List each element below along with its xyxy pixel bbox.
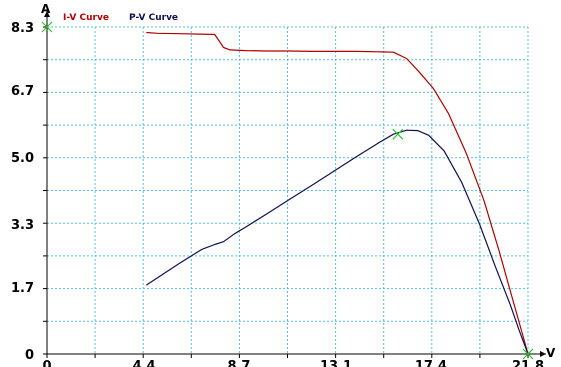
grid-lines bbox=[47, 26, 529, 354]
tick-marks bbox=[43, 26, 529, 358]
x-tick-label: 17.4 bbox=[415, 359, 447, 367]
y-axis-unit-label: A bbox=[41, 2, 51, 16]
axes bbox=[44, 11, 546, 357]
x-axis-unit-label: V bbox=[546, 346, 556, 360]
y-tick-label: 5.0 bbox=[11, 151, 34, 166]
iv-curve-line bbox=[146, 31, 529, 355]
legend-pv-curve: P-V Curve bbox=[129, 13, 178, 23]
x-marker bbox=[522, 348, 534, 360]
point-markers bbox=[41, 21, 534, 360]
x-marker bbox=[392, 128, 404, 140]
legend-iv-curve: I-V Curve bbox=[63, 13, 109, 23]
y-tick-label: 0 bbox=[25, 348, 34, 363]
y-tick-label: 3.3 bbox=[11, 218, 34, 233]
x-tick-label: 0 bbox=[42, 359, 51, 367]
pv-curve-line bbox=[145, 129, 529, 355]
x-tick-label: 4.4 bbox=[133, 359, 156, 367]
x-marker-stroke bbox=[522, 348, 534, 360]
x-axis-arrow bbox=[540, 351, 546, 357]
x-tick-labels: 0 4.4 8.7 13.1 17.4 21.8 bbox=[42, 359, 544, 367]
y-tick-labels: 0 1.7 3.3 5.0 6.7 8.3 bbox=[11, 21, 34, 363]
series-lines bbox=[145, 31, 529, 355]
x-marker-stroke bbox=[41, 21, 53, 33]
y-tick-label: 6.7 bbox=[11, 84, 34, 99]
y-tick-label: 8.3 bbox=[11, 21, 34, 36]
x-marker-stroke bbox=[392, 128, 404, 140]
x-marker bbox=[41, 21, 53, 33]
x-tick-label: 21.8 bbox=[512, 359, 544, 367]
y-tick-label: 1.7 bbox=[11, 281, 34, 296]
x-tick-label: 8.7 bbox=[227, 359, 250, 367]
y-axis-arrow bbox=[44, 11, 50, 17]
x-tick-label: 13.1 bbox=[320, 359, 352, 367]
